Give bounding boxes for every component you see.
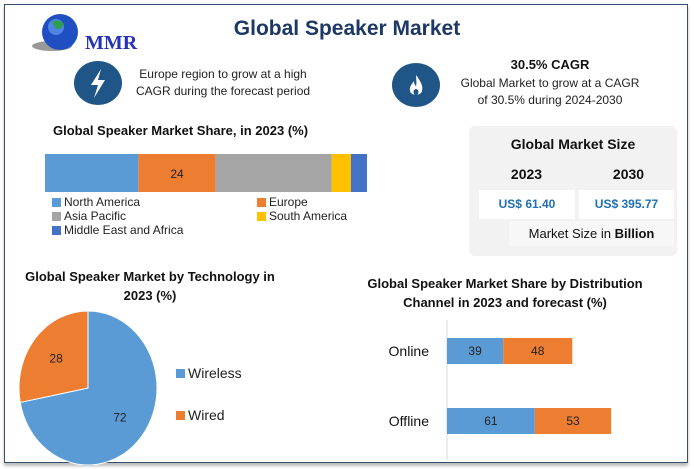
legend-item: Wired [176, 407, 242, 423]
technology-legend: Wireless Wired [176, 365, 242, 449]
value-2030: US$ 395.77 [579, 190, 674, 219]
bar-segment [447, 408, 535, 434]
legend-swatch [176, 410, 185, 420]
mmr-logo: MMR [30, 8, 150, 58]
share-bar-segment-1 [138, 154, 216, 192]
chart-title-distribution: Global Speaker Market Share by Distribut… [367, 276, 643, 310]
value-2023: US$ 61.40 [479, 190, 575, 219]
legend-swatch [257, 197, 266, 207]
chart-title-technology: Global Speaker Market by Technology in 2… [25, 269, 275, 303]
share-bar-segment-2 [215, 154, 332, 192]
share-bar-segment-0 [45, 154, 139, 192]
legend-item: Middle East and Africa [52, 223, 183, 237]
share-bar-segment-3 [331, 154, 351, 192]
bar-label: 48 [531, 344, 545, 358]
share-bar-label: 24 [170, 167, 184, 181]
highlight-europe: Europe region to grow at a high CAGR dur… [135, 67, 311, 98]
legend-item: Asia Pacific [52, 209, 126, 223]
market-size-note: Market Size in Billion [509, 221, 674, 246]
legend-label: North America [64, 195, 141, 209]
technology-pie: 72 28 [18, 310, 158, 465]
share-legend: North America Europe Asia Pacific South Ame… [52, 195, 382, 240]
bar-label: 39 [468, 344, 482, 358]
legend-label: Asia Pacific [64, 209, 127, 223]
legend-swatch [52, 225, 61, 235]
bar-segment [447, 338, 504, 364]
pie-slice-wired [18, 310, 89, 404]
bar-label: 53 [566, 414, 580, 428]
share-bar-segment-4 [350, 154, 367, 192]
page-title: Global Speaker Market [233, 17, 461, 40]
legend-swatch [257, 211, 266, 221]
legend-swatch [52, 197, 61, 207]
legend-label: Wired [188, 407, 225, 423]
pie-label: 72 [113, 410, 127, 424]
lightning-icon [74, 61, 122, 105]
share-stacked-bar: 24 [45, 154, 367, 192]
legend-item: Europe [257, 195, 308, 209]
globe-icon [32, 14, 78, 51]
legend-item: Wireless [176, 365, 242, 381]
legend-label: Middle East and Africa [64, 223, 184, 237]
legend-label: Europe [269, 195, 308, 209]
category-label: Offline [389, 413, 429, 429]
bar-label: 61 [484, 414, 498, 428]
legend-label: Wireless [188, 365, 242, 381]
bar-segment [503, 338, 573, 364]
pie-label: 28 [49, 352, 63, 366]
category-label: Online [389, 343, 430, 359]
highlight-cagr: 30.5% CAGR Global Market to grow at a CA… [460, 57, 640, 107]
bar-segment [534, 408, 612, 434]
market-size-panel: Global Market Size 2023 2030 US$ 61.40 U… [469, 126, 677, 256]
legend-swatch [52, 211, 61, 221]
chart-title-share: Global Speaker Market Share, in 2023 (%) [53, 123, 309, 138]
distribution-bar-chart: Online 39 48 Offline 61 53 [389, 320, 612, 460]
legend-label: South America [269, 209, 348, 223]
legend-item: South America [257, 209, 347, 223]
legend-item: North America [52, 195, 140, 209]
flame-icon [392, 63, 440, 107]
pie-slice-wireless [19, 310, 158, 465]
legend-swatch [176, 368, 185, 378]
